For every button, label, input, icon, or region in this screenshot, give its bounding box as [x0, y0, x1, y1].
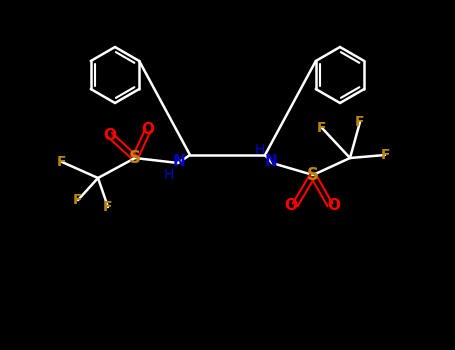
Text: H: H [255, 143, 265, 157]
Text: F: F [73, 193, 83, 207]
Text: F: F [317, 121, 327, 135]
Text: F: F [380, 148, 390, 162]
Text: O: O [142, 122, 155, 138]
Text: O: O [328, 197, 340, 212]
Text: H: H [164, 168, 174, 182]
Text: N: N [172, 154, 185, 169]
Text: O: O [284, 197, 298, 212]
Text: F: F [355, 115, 365, 129]
Text: F: F [103, 200, 113, 214]
Text: O: O [103, 127, 116, 142]
Text: F: F [57, 155, 67, 169]
Text: S: S [129, 149, 141, 167]
Text: S: S [307, 166, 319, 184]
Text: N: N [265, 154, 278, 169]
